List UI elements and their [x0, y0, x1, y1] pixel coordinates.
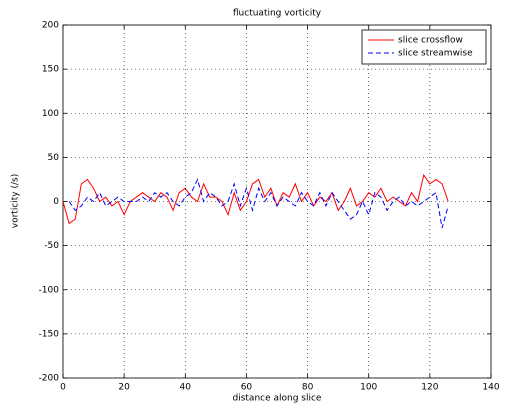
chart-title: fluctuating vorticity [233, 9, 322, 19]
y-tick-label: -50 [44, 241, 59, 251]
legend-label: slice crossflow [398, 36, 463, 46]
x-tick-label: 120 [421, 383, 438, 393]
y-tick-label: 50 [48, 153, 60, 163]
y-tick-label: -200 [39, 374, 60, 384]
data-line [68, 177, 449, 229]
y-tick-label: 150 [42, 65, 59, 75]
data-line [62, 173, 449, 225]
y-tick-label: 0 [53, 197, 59, 207]
y-tick-label: -150 [39, 329, 60, 339]
x-tick-label: 60 [241, 383, 253, 393]
legend-label: slice streamwise [398, 49, 473, 59]
y-axis-label: vorticity (/s) [11, 174, 21, 228]
x-tick-label: 40 [180, 383, 192, 393]
x-tick-label: 100 [360, 383, 377, 393]
y-tick-label: -100 [39, 285, 60, 295]
y-tick-label: 200 [42, 21, 59, 31]
x-tick-label: 140 [482, 383, 499, 393]
x-tick-label: 20 [118, 383, 130, 393]
x-axis-label: distance along slice [233, 394, 322, 404]
y-tick-label: 100 [42, 109, 59, 119]
legend-box [361, 29, 487, 65]
x-tick-label: 0 [60, 383, 66, 393]
x-tick-label: 80 [302, 383, 314, 393]
